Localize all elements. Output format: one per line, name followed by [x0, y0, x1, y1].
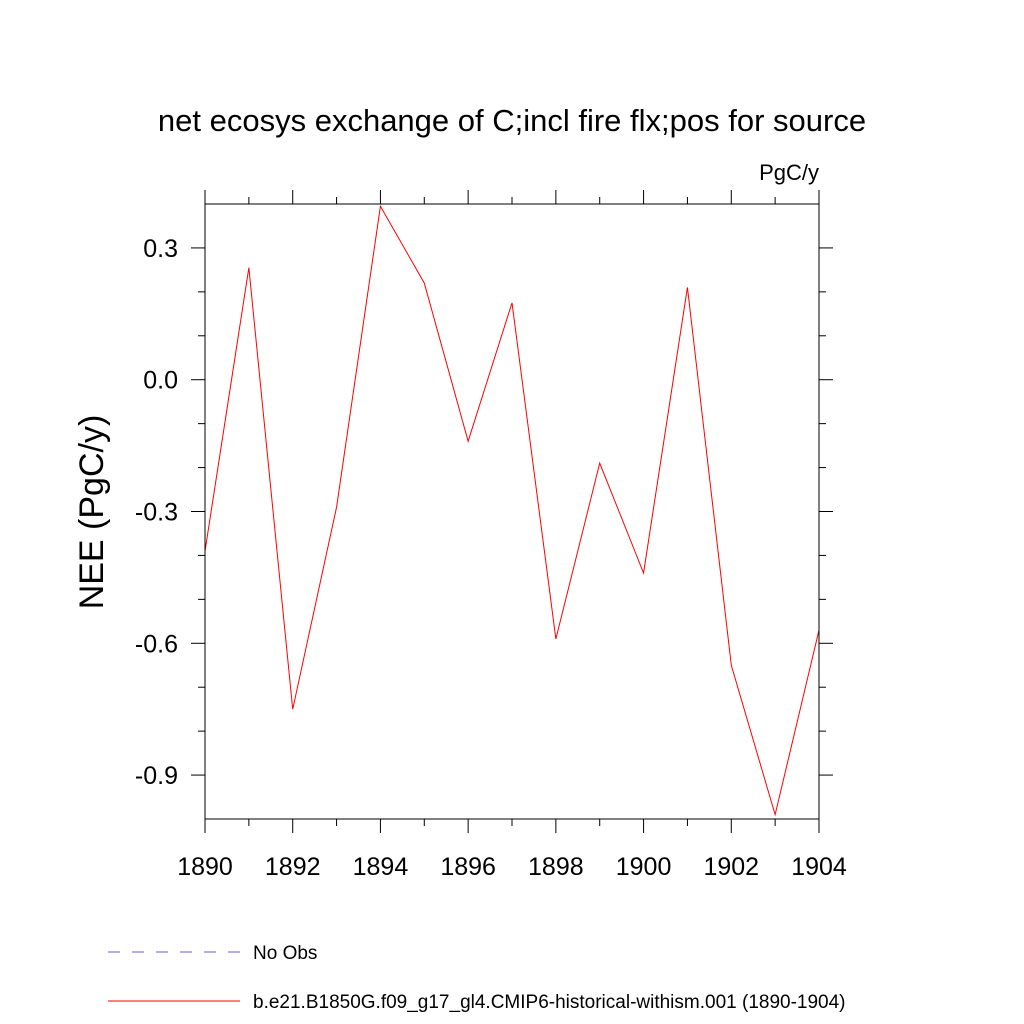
y-tick-label: 0.3 — [143, 235, 178, 263]
axis-tick-labels: 1890 1892 1894 1896 1898 1900 1902 1904 0.3 0.0 -0… — [135, 235, 847, 881]
y-tick-label: -0.9 — [135, 762, 178, 790]
series-line-0 — [204, 204, 820, 817]
x-tick-label: 1894 — [353, 853, 409, 881]
x-tick-label: 1900 — [616, 853, 672, 881]
x-tick-label: 1898 — [528, 853, 584, 881]
y-tick-label: -0.6 — [135, 630, 178, 658]
x-tick-label: 1892 — [265, 853, 321, 881]
legend: No Obs b.e21.B1850G.f09_g17_gl4.CMIP6-hi… — [108, 943, 846, 1013]
y-axis-label: NEE (PgC/y) — [73, 415, 111, 610]
x-tick-label: 1904 — [791, 853, 847, 881]
units-label: PgC/y — [759, 160, 819, 185]
plot-frame — [204, 203, 820, 820]
x-tick-label: 1902 — [703, 853, 759, 881]
y-tick-label: -0.3 — [135, 499, 178, 527]
y-tick-label: 0.0 — [143, 367, 178, 395]
axis-ticks — [191, 190, 833, 833]
series-layer — [204, 204, 820, 817]
legend-label-model-run: b.e21.B1850G.f09_g17_gl4.CMIP6-historica… — [253, 992, 846, 1013]
chart-title: net ecosys exchange of C;incl fire flx;p… — [158, 103, 866, 138]
legend-label-no-obs: No Obs — [253, 943, 317, 964]
x-tick-label: 1890 — [177, 853, 233, 881]
x-tick-label: 1896 — [440, 853, 496, 881]
